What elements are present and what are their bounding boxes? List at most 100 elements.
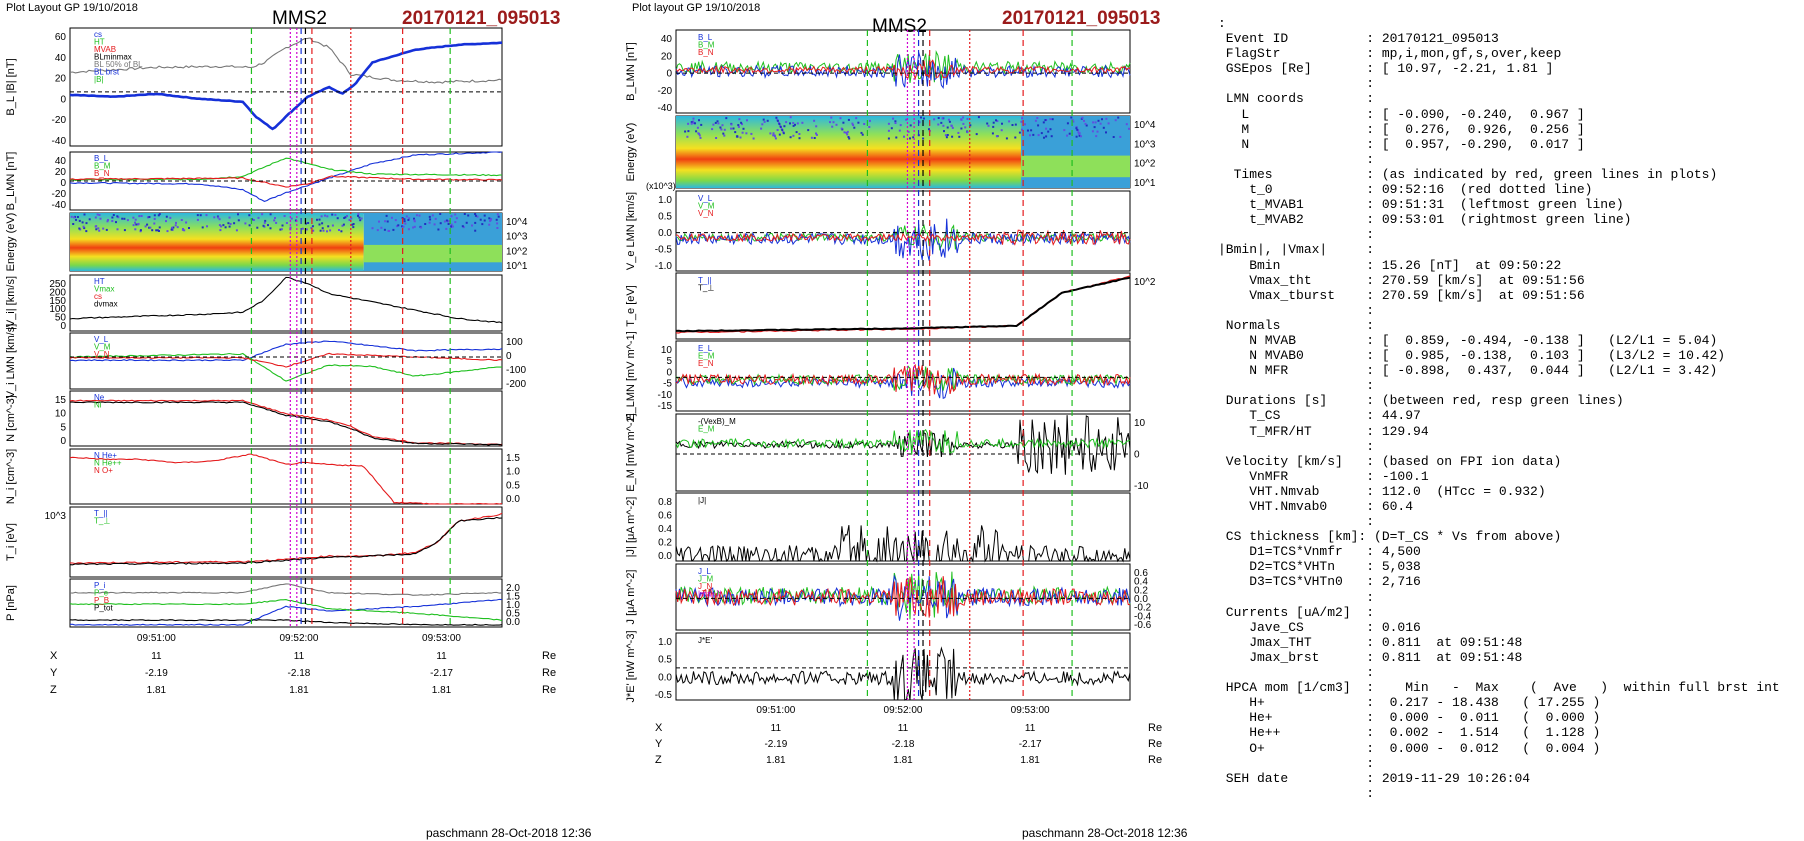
heatmap-pixel: [235, 229, 238, 232]
heatmap-pixel: [1084, 122, 1087, 125]
ytick-label: -1.0: [655, 261, 673, 272]
heatmap-pixel: [848, 137, 851, 140]
heatmap-pixel: [386, 220, 389, 223]
heatmap-pixel: [741, 131, 744, 134]
heatmap-pixel: [196, 214, 199, 217]
series-line-N He++: [69, 453, 503, 505]
info-line: :: [1218, 16, 1226, 31]
info-line: Velocity [km/s] : (based on FPI ion data…: [1218, 453, 1562, 469]
heatmap-pixel: [894, 120, 897, 123]
ytick-label: 40: [661, 34, 673, 45]
heatmap-pixel: [274, 217, 276, 219]
ytick-label-right: -10: [1134, 481, 1149, 492]
ytick-label-right: -0.4: [1134, 611, 1152, 622]
heatmap-pixel: [1101, 118, 1103, 121]
heatmap-pixel: [792, 124, 795, 127]
heatmap-pixel: [815, 125, 818, 128]
heatmap-pixel: [716, 120, 719, 123]
heatmap-pixel: [1112, 136, 1115, 138]
heatmap-pixel: [782, 132, 785, 135]
heatmap-pixel: [723, 128, 726, 131]
heatmap-pixel: [1105, 117, 1108, 120]
ytick-label: 0: [60, 321, 66, 332]
legend-label: J_N: [698, 582, 712, 591]
legend-label: N He++: [94, 459, 122, 468]
middle-event-title: 20170121_095013: [1002, 8, 1161, 29]
heatmap-pixel: [383, 228, 386, 231]
heatmap-pixel: [1008, 120, 1011, 123]
heatmap-pixel: [429, 218, 432, 221]
heatmap-pixel: [1075, 135, 1078, 138]
heatmap-pixel: [467, 214, 470, 217]
heatmap-pixel: [840, 127, 843, 130]
trace-j-n: [675, 576, 1131, 618]
orbit-row-label: Y: [50, 667, 58, 679]
heatmap-pixel: [795, 131, 798, 134]
orbit-row-label: Y: [655, 738, 663, 750]
heatmap-pixel: [185, 221, 188, 224]
orbit-value: 11: [771, 723, 782, 734]
event-info-panel: : Event ID : 20170121_095013 FlagStr : m…: [1218, 16, 1780, 801]
heatmap-band-right-mid: [1021, 155, 1130, 178]
heatmap-pixel: [148, 226, 151, 229]
heatmap-pixel: [387, 229, 390, 232]
info-line: D1=TCS*Vnmfr : 4,500: [1218, 544, 1421, 560]
info-line: :: [1218, 227, 1375, 243]
heatmap-pixel: [1078, 134, 1081, 137]
heatmap-pixel: [261, 213, 264, 216]
heatmap-pixel: [944, 134, 947, 137]
ytick-label-right: 0.0: [506, 494, 520, 505]
info-line: :: [1218, 302, 1375, 318]
heatmap-pixel: [318, 218, 321, 221]
info-line: :: [1218, 755, 1375, 771]
heatmap-pixel: [855, 117, 858, 120]
heatmap-pixel: [474, 221, 477, 224]
ytick-label-right: 1.5: [506, 453, 520, 464]
ytick-label-right: 0.5: [506, 609, 520, 620]
heatmap-pixel: [785, 121, 788, 124]
info-line: D2=TCS*VHTn : 5,038: [1218, 559, 1421, 575]
ytick-label-right: -0.2: [1134, 603, 1152, 614]
heatmap-pixel: [698, 119, 700, 122]
trace-em: [675, 429, 1131, 455]
legend-label: |B|: [94, 75, 104, 84]
heatmap-pixel: [937, 123, 940, 126]
ytick-label-right: 0.6: [1134, 568, 1148, 579]
panel-frame: [69, 578, 503, 628]
heatmap-pixel: [81, 221, 84, 224]
left-layout-label: Plot Layout GP 19/10/2018: [6, 2, 138, 14]
heatmap-pixel: [777, 121, 780, 124]
heatmap-pixel: [285, 222, 288, 224]
heatmap-pixel: [778, 133, 781, 136]
heatmap-pixel: [454, 221, 457, 224]
heatmap-pixel: [1080, 135, 1082, 138]
heatmap-band-left: [70, 213, 364, 271]
ytick-label: 0.2: [658, 538, 672, 549]
heatmap-pixel: [861, 133, 864, 136]
heatmap-pixel: [275, 221, 278, 224]
info-line: Normals :: [1218, 317, 1375, 333]
heatmap-pixel: [264, 219, 267, 222]
heatmap-pixel: [892, 117, 895, 120]
heatmap-pixel: [722, 132, 725, 135]
heatmap-pixel: [96, 213, 99, 216]
heatmap-pixel: [334, 213, 337, 216]
heatmap-pixel: [815, 132, 817, 135]
trace-absj: [675, 525, 1131, 563]
info-line: |Bmin|, |Vmax| :: [1218, 242, 1375, 258]
heatmap-pixel: [404, 222, 407, 225]
heatmap-pixel: [711, 128, 714, 131]
heatmap-pixel: [267, 224, 269, 227]
ytick-label: -0.5: [655, 690, 673, 701]
heatmap-pixel: [1050, 135, 1053, 138]
heatmap-pixel: [831, 125, 834, 128]
heatmap-pixel: [116, 228, 119, 231]
heatmap-pixel: [1021, 117, 1024, 120]
ytick-label: 10^2: [1134, 159, 1156, 170]
ytick-label-right: 0.5: [506, 480, 520, 491]
heatmap-pixel: [405, 215, 408, 218]
ytick-label: -5: [663, 379, 672, 390]
trace-vexb: [675, 415, 1131, 475]
heatmap-pixel: [224, 226, 227, 229]
heatmap-pixel: [106, 220, 109, 223]
